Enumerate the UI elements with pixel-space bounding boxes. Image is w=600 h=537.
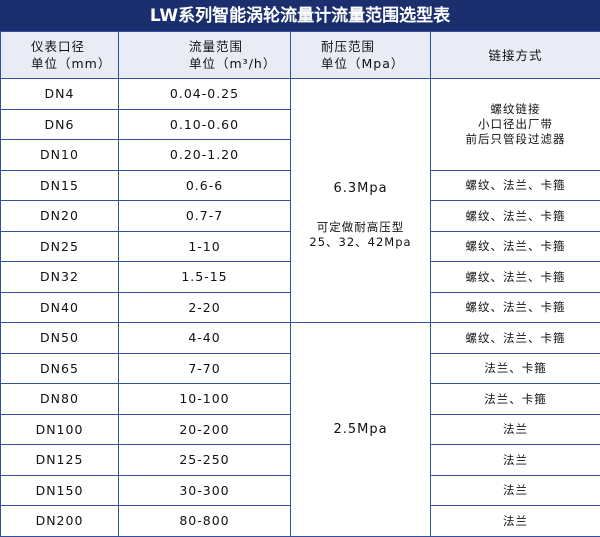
size-cell: DN6	[1, 109, 119, 140]
header-flow: 流量范围单位（m³/h）	[119, 32, 291, 79]
header-size-label: 仪表口径	[31, 38, 118, 55]
flow-cell: 10-100	[119, 384, 291, 415]
size-cell: DN25	[1, 231, 119, 262]
connection-cell: 法兰	[431, 506, 600, 537]
size-cell: DN50	[1, 323, 119, 354]
flow-cell: 4-40	[119, 323, 291, 354]
size-cell: DN200	[1, 506, 119, 537]
connection-cell: 螺纹、法兰、卡箍	[431, 201, 600, 232]
header-pressure: 耐压范围单位（Mpa）	[291, 32, 431, 79]
connection-cell: 螺纹、法兰、卡箍	[431, 262, 600, 293]
connection-cell: 法兰	[431, 445, 600, 476]
header-flow-unit: 单位（m³/h）	[189, 55, 290, 72]
conn-line: 螺纹链接	[431, 102, 600, 117]
size-cell: DN80	[1, 384, 119, 415]
selection-table: 仪表口径单位（mm） 流量范围单位（m³/h） 耐压范围单位（Mpa） 链接方式…	[0, 31, 600, 537]
flow-cell: 7-70	[119, 353, 291, 384]
pressure-cell-low: 2.5Mpa	[291, 323, 431, 537]
size-cell: DN10	[1, 140, 119, 171]
flow-cell: 0.6-6	[119, 170, 291, 201]
flow-cell: 1.5-15	[119, 262, 291, 293]
note-line: 25、32、42Mpa	[291, 235, 430, 250]
header-size: 仪表口径单位（mm）	[1, 32, 119, 79]
connection-cell: 法兰	[431, 475, 600, 506]
size-cell: DN32	[1, 262, 119, 293]
flow-cell: 1-10	[119, 231, 291, 262]
pressure-high-value: 6.3Mpa	[291, 181, 430, 196]
note-line: 可定做耐高压型	[291, 220, 430, 235]
connection-cell: 螺纹、法兰、卡箍	[431, 170, 600, 201]
connection-cell: 法兰	[431, 414, 600, 445]
connection-cell: 螺纹、法兰、卡箍	[431, 292, 600, 323]
header-flow-label: 流量范围	[189, 38, 290, 55]
connection-cell: 螺纹、法兰、卡箍	[431, 231, 600, 262]
conn-line: 前后只管段过滤器	[431, 132, 600, 147]
conn-line: 小口径出厂带	[431, 117, 600, 132]
flow-cell: 0.20-1.20	[119, 140, 291, 171]
header-connection: 链接方式	[431, 32, 600, 79]
header-size-unit: 单位（mm）	[31, 55, 118, 72]
flow-cell: 0.10-0.60	[119, 109, 291, 140]
size-cell: DN65	[1, 353, 119, 384]
size-cell: DN15	[1, 170, 119, 201]
flow-cell: 20-200	[119, 414, 291, 445]
header-row: 仪表口径单位（mm） 流量范围单位（m³/h） 耐压范围单位（Mpa） 链接方式	[1, 32, 600, 79]
size-cell: DN4	[1, 79, 119, 110]
size-cell: DN125	[1, 445, 119, 476]
connection-cell-small: 螺纹链接小口径出厂带前后只管段过滤器	[431, 79, 600, 171]
flow-cell: 0.7-7	[119, 201, 291, 232]
header-pressure-label: 耐压范围	[321, 38, 430, 55]
connection-cell: 法兰、卡箍	[431, 384, 600, 415]
connection-cell: 法兰、卡箍	[431, 353, 600, 384]
flow-cell: 0.04-0.25	[119, 79, 291, 110]
size-cell: DN20	[1, 201, 119, 232]
flow-cell: 80-800	[119, 506, 291, 537]
header-pressure-unit: 单位（Mpa）	[321, 55, 430, 72]
size-cell: DN40	[1, 292, 119, 323]
flow-cell: 30-300	[119, 475, 291, 506]
size-cell: DN100	[1, 414, 119, 445]
flow-cell: 2-20	[119, 292, 291, 323]
flow-cell: 25-250	[119, 445, 291, 476]
table-title: LW系列智能涡轮流量计流量范围选型表	[0, 0, 600, 31]
size-cell: DN150	[1, 475, 119, 506]
connection-cell: 螺纹、法兰、卡箍	[431, 323, 600, 354]
